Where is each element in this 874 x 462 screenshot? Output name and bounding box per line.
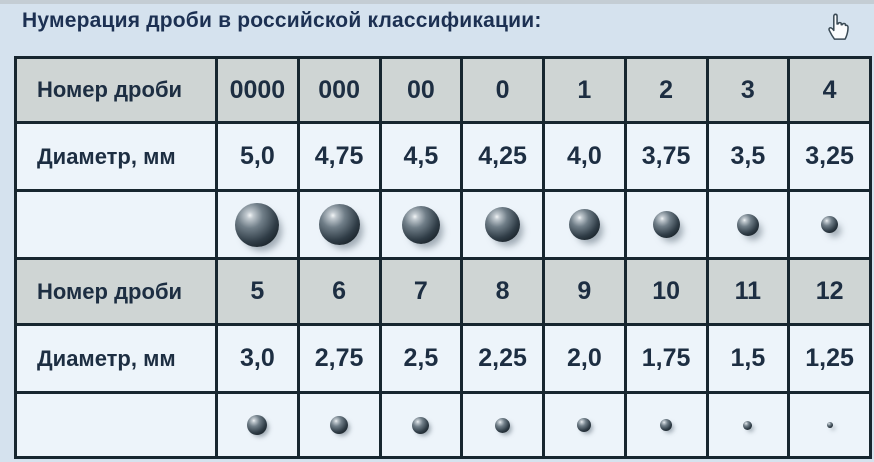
shot-ball-image	[821, 216, 839, 233]
ball-cell	[790, 394, 869, 456]
shot-ball-image	[330, 416, 349, 434]
ball-cell	[545, 394, 624, 456]
empty-cell	[17, 192, 215, 257]
shot-number-cell: 0	[463, 59, 542, 121]
shot-ball-image	[401, 205, 440, 244]
row-header-diameter: Диаметр, мм	[17, 326, 215, 391]
shot-ball-image	[826, 422, 833, 428]
diameter-cell: 4,25	[463, 124, 542, 189]
empty-cell	[17, 394, 215, 456]
shot-number-cell: 7	[381, 260, 461, 323]
diameter-cell: 1,5	[708, 326, 788, 391]
shot-number-cell: 4	[790, 59, 869, 121]
row-header-diameter: Диаметр, мм	[17, 124, 215, 189]
shot-number-cell: 12	[790, 260, 869, 323]
diameter-cell: 3,5	[708, 124, 788, 189]
ball-cell	[381, 192, 461, 257]
page-title: Нумерация дроби в российской классификац…	[22, 9, 542, 32]
ball-cell	[790, 192, 869, 257]
diameter-cell: 2,25	[463, 326, 542, 391]
shot-ball-image	[318, 204, 360, 245]
diameter-cell: 5,0	[218, 124, 297, 189]
shot-number-cell: 10	[626, 260, 706, 323]
diameter-cell: 4,5	[381, 124, 461, 189]
ball-cell	[463, 192, 542, 257]
ball-cell	[708, 394, 788, 456]
shot-number-cell: 3	[708, 59, 788, 121]
diameter-cell: 3,0	[218, 326, 297, 391]
ball-cell	[299, 394, 379, 456]
shot-classification-table: Номер дроби 0000 000 00 0 1 2 3 4 Диамет…	[14, 56, 872, 459]
diameter-cell: 1,75	[626, 326, 706, 391]
shot-number-cell: 000	[299, 59, 379, 121]
diameter-cell: 2,75	[299, 326, 379, 391]
shot-ball-image	[660, 419, 673, 431]
shot-number-cell: 9	[545, 260, 624, 323]
diameter-cell: 1,25	[790, 326, 869, 391]
row-header-shot-number: Номер дроби	[17, 260, 215, 323]
shot-ball-image	[736, 213, 759, 236]
ball-cell	[463, 394, 542, 456]
shot-number-cell: 0000	[218, 59, 297, 121]
ball-cell	[626, 394, 706, 456]
ball-cell	[626, 192, 706, 257]
hand-cursor-icon	[828, 13, 849, 40]
diameter-cell: 2,5	[381, 326, 461, 391]
diameter-cell: 3,25	[790, 124, 869, 189]
shot-ball-image	[743, 420, 753, 430]
diameter-cell: 3,75	[626, 124, 706, 189]
ball-cell	[299, 192, 379, 257]
shot-ball-image	[652, 211, 680, 238]
ball-cell	[381, 394, 461, 456]
ball-cell	[218, 192, 297, 257]
shot-number-cell: 00	[381, 59, 461, 121]
shot-ball-image	[235, 202, 280, 247]
shot-number-cell: 11	[708, 260, 788, 323]
shot-number-cell: 5	[218, 260, 297, 323]
shot-ball-image	[412, 416, 430, 434]
shot-number-cell: 1	[545, 59, 624, 121]
ball-cell	[708, 192, 788, 257]
ball-cell	[218, 394, 297, 456]
top-edge-strip	[0, 0, 874, 4]
shot-ball-image	[577, 418, 592, 432]
diameter-cell: 2,0	[545, 326, 624, 391]
shot-number-cell: 2	[626, 59, 706, 121]
shot-ball-image	[247, 415, 268, 435]
shot-ball-image	[568, 209, 600, 240]
shot-ball-image	[485, 207, 521, 242]
shot-number-cell: 8	[463, 260, 542, 323]
ball-cell	[545, 192, 624, 257]
row-header-shot-number: Номер дроби	[17, 59, 215, 121]
diameter-cell: 4,75	[299, 124, 379, 189]
diameter-cell: 4,0	[545, 124, 624, 189]
shot-ball-image	[495, 417, 511, 433]
shot-number-cell: 6	[299, 260, 379, 323]
